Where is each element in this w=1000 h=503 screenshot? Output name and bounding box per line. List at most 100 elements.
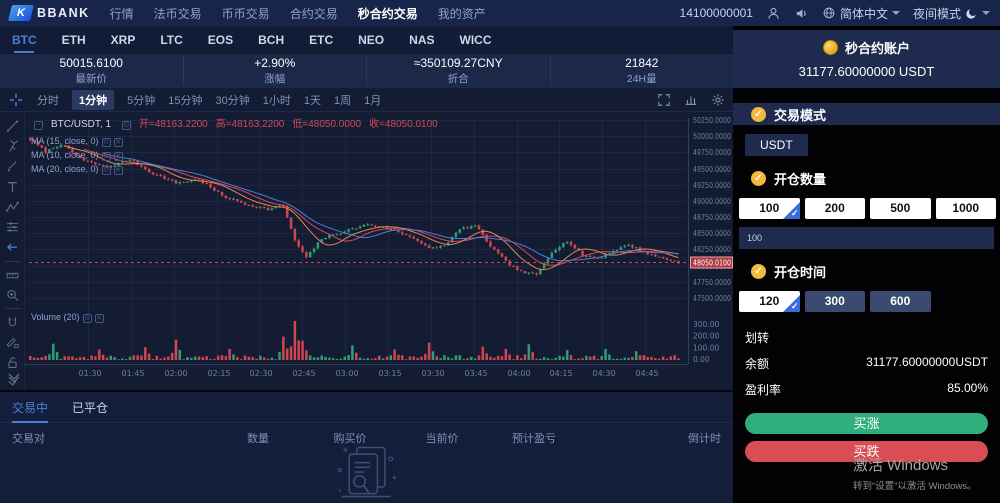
converted-value: ≈350109.27CNY [413, 56, 503, 70]
crosshair-icon[interactable] [8, 92, 24, 108]
amount-option-500[interactable]: 500 [870, 198, 931, 219]
amount-option-100[interactable]: 100 [739, 198, 800, 219]
moon-icon [966, 8, 976, 19]
coin-tab-wicc[interactable]: WICC [459, 32, 492, 47]
indicator-close-icon[interactable]: ✕ [113, 138, 123, 147]
indicator-close-icon[interactable]: ✕ [113, 152, 123, 161]
indicator-icon[interactable] [684, 93, 698, 107]
drawing-tool-column [0, 112, 25, 390]
indicator-settings-icon[interactable]: ⊙ [101, 138, 111, 147]
amount-option-200[interactable]: 200 [804, 198, 865, 219]
buy-down-button[interactable]: 买跌 [745, 441, 988, 462]
coin-tab-neo[interactable]: NEO [358, 32, 385, 47]
coin-tab-etc[interactable]: ETC [309, 32, 334, 47]
forecast-icon[interactable] [5, 220, 20, 234]
indicator-settings-icon[interactable]: ⊙ [82, 314, 92, 323]
language-selector[interactable]: 简体中文 [822, 5, 900, 22]
brush-icon[interactable] [5, 159, 20, 173]
ticker-last-price: 50015.6100 最新价 [0, 56, 183, 86]
theme-label: 夜间模式 [912, 6, 961, 21]
account-title-row: 秒合约账户 [733, 38, 1000, 57]
profit-rate-row: 盈利率 85.00% [745, 381, 988, 398]
logo-mark-icon: K [8, 5, 34, 21]
amount-options-row: 100 200 500 1000 [739, 198, 996, 219]
timeframe-1hour[interactable]: 1小时 [262, 94, 291, 107]
timeframe-1min[interactable]: 1分钟 [72, 89, 115, 110]
unlock-icon[interactable] [5, 355, 20, 369]
nav-item-fiat-trade[interactable]: 法币交易 [153, 6, 202, 21]
timeframe-1month[interactable]: 1月 [364, 94, 382, 107]
chart-toolbar: 分时 1分钟 5分钟 15分钟 30分钟 1小时 1天 1周 1月 [0, 88, 733, 112]
tab-trading[interactable]: 交易中 [12, 401, 49, 423]
nav-item-assets[interactable]: 我的资产 [437, 6, 486, 21]
tab-closed[interactable]: 已平仓 [72, 401, 109, 415]
indicator-settings-icon[interactable]: ⊙ [101, 166, 111, 175]
volume-label: 24H量 [626, 73, 657, 85]
coin-tab-xrp[interactable]: XRP [110, 32, 136, 47]
theme-selector[interactable]: 夜间模式 [913, 5, 990, 22]
time-option-600[interactable]: 600 [870, 291, 931, 312]
trend-line-icon[interactable] [5, 119, 20, 133]
coin-icon [822, 40, 838, 55]
speaker-icon[interactable] [794, 6, 809, 21]
chart-area: 分时 1分钟 5分钟 15分钟 30分钟 1小时 1天 1周 1月 [0, 88, 733, 390]
timeframe-1day[interactable]: 1天 [303, 94, 321, 107]
profit-rate-label: 盈利率 [745, 383, 782, 397]
nav-item-contract-trade[interactable]: 合约交易 [289, 6, 338, 21]
profit-rate-value: 85.00% [947, 381, 988, 395]
nav-right-group: 14100000001 简体中文 夜间模式 [680, 5, 990, 22]
indicator-close-icon[interactable]: ✕ [94, 314, 104, 323]
header-current-price: 当前价 [425, 433, 459, 445]
time-option-300[interactable]: 300 [804, 291, 865, 312]
coin-tab-ltc[interactable]: LTC [160, 32, 183, 47]
text-tool-icon[interactable] [5, 180, 20, 194]
nav-item-market[interactable]: 行情 [109, 6, 134, 21]
timeframe-15min[interactable]: 15分钟 [168, 94, 203, 107]
buy-up-button[interactable]: 买涨 [745, 413, 988, 434]
coin-tab-btc[interactable]: BTC [12, 32, 37, 53]
account-box: 秒合约账户 31177.60000000 USDT [733, 30, 1000, 88]
timeframe-30min[interactable]: 30分钟 [215, 94, 250, 107]
measure-icon[interactable] [5, 268, 20, 282]
timeframe-5min[interactable]: 5分钟 [127, 94, 156, 107]
zoom-in-icon[interactable] [5, 288, 20, 302]
coin-tab-eth[interactable]: ETH [61, 32, 86, 47]
arrow-left-icon[interactable] [5, 240, 20, 254]
change-value: +2.90% [254, 56, 296, 70]
timeframe-tick[interactable]: 分时 [37, 94, 59, 107]
time-option-120[interactable]: 120 [739, 291, 800, 312]
timeframe-1week[interactable]: 1周 [334, 94, 352, 107]
account-label: 秒合约账户 [844, 41, 910, 56]
amount-option-1000[interactable]: 1000 [935, 198, 996, 219]
nav-item-spot-trade[interactable]: 币币交易 [221, 6, 270, 21]
magnet-icon[interactable] [5, 315, 20, 329]
collapse-icon[interactable]: − [34, 120, 43, 130]
market-column: BTC ETH XRP LTC EOS BCH ETC NEO NAS WICC… [0, 26, 733, 503]
currency-option-button[interactable]: USDT [745, 134, 808, 156]
nav-item-second-contract[interactable]: 秒合约交易 [355, 6, 420, 29]
user-icon[interactable] [766, 6, 781, 21]
draw-lock-icon[interactable] [5, 335, 20, 349]
pitchfork-icon[interactable] [5, 139, 20, 153]
coin-tab-bch[interactable]: BCH [258, 32, 285, 47]
timeline-collapse-icon[interactable] [6, 372, 22, 384]
price-chart-canvas[interactable] [25, 114, 733, 390]
coin-tab-nas[interactable]: NAS [409, 32, 435, 47]
brand-logo[interactable]: K BBANK [8, 5, 90, 21]
pattern-icon[interactable] [5, 200, 20, 214]
chart-legend: − BTC/USDT, 1 ⊙ 开=48163.2200 高=48163.220… [31, 118, 438, 176]
indicator-settings-icon[interactable]: ⊙ [122, 120, 132, 130]
fullscreen-icon[interactable] [657, 93, 671, 107]
last-price-label: 最新价 [75, 73, 108, 85]
indicator-close-icon[interactable]: ✕ [113, 166, 123, 175]
header-expected-pnl: 预计盈亏 [512, 433, 556, 445]
coin-tab-eos[interactable]: EOS [207, 32, 234, 47]
header-buy-price: 购买价 [333, 433, 367, 445]
last-price-value: 50015.6100 [59, 56, 123, 70]
transfer-link[interactable]: 划转 [745, 331, 770, 345]
indicator-settings-icon[interactable]: ⊙ [101, 152, 111, 161]
ohlc-high: 高=48163.2200 [215, 119, 285, 130]
amount-input[interactable]: 100 [739, 227, 994, 249]
check-circle-icon [751, 264, 766, 279]
gear-icon[interactable] [711, 93, 725, 107]
